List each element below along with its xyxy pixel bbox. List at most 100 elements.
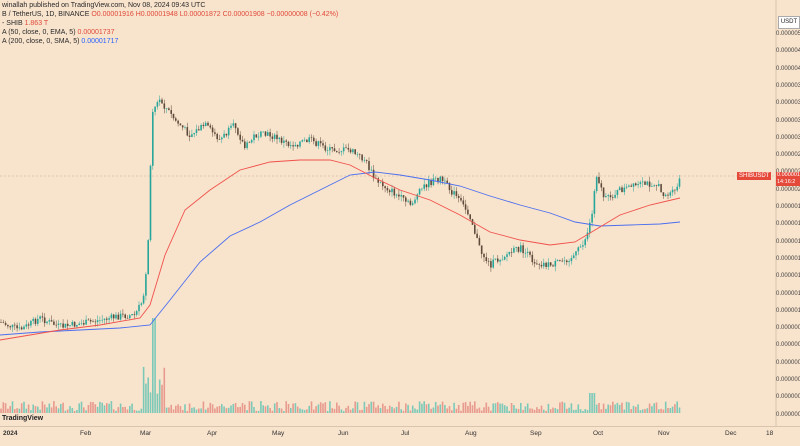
sma-indicator-line[interactable]: A (200, close, 0, SMA, 5) 0.00001717	[2, 37, 118, 46]
volume-bar	[398, 401, 400, 413]
candle-body	[317, 141, 320, 146]
candle-body	[352, 149, 354, 153]
candle-body	[549, 262, 552, 266]
volume-bar	[110, 401, 113, 413]
volume-bar	[455, 408, 458, 413]
candle-body	[232, 123, 235, 126]
candle-body	[188, 135, 191, 137]
candle-body	[490, 261, 492, 268]
volume-bar	[607, 404, 609, 413]
candle-body	[112, 314, 115, 319]
volume-bar	[246, 410, 248, 413]
candle-body	[428, 180, 430, 188]
candle-body	[250, 140, 253, 143]
candle-body	[94, 321, 97, 323]
volume-bar	[554, 408, 557, 413]
candle-body	[444, 180, 446, 182]
volume-bar	[451, 410, 453, 413]
volume-bar	[290, 408, 292, 413]
candle-body	[158, 99, 161, 103]
volume-bar	[411, 405, 414, 413]
candle-body	[73, 321, 76, 327]
candle-body	[411, 203, 414, 205]
candle-body	[294, 144, 297, 147]
candle-body	[115, 314, 117, 319]
candle-body	[605, 196, 607, 198]
volume-indicator-line[interactable]: - SHIB 1.863 T	[2, 19, 48, 28]
tradingview-logo[interactable]: TradingView	[2, 415, 43, 422]
symbol-info[interactable]: B / TetherUS, 1D, BINANCE	[2, 11, 90, 18]
candle-body	[101, 319, 103, 321]
candle-body	[382, 182, 384, 187]
volume-bar	[531, 408, 534, 413]
candle-body	[221, 137, 223, 140]
candle-body	[117, 314, 120, 320]
candle-body	[370, 169, 373, 171]
volume-bar	[637, 404, 639, 413]
volume-bar	[492, 403, 494, 413]
sma-label: A (200, close, 0, SMA, 5)	[2, 38, 80, 45]
volume-bar	[103, 405, 106, 413]
volume-bar	[99, 401, 101, 413]
candle-body	[50, 320, 53, 322]
volume-bar	[76, 409, 78, 413]
volume-bar	[432, 407, 435, 413]
volume-bar	[407, 404, 409, 413]
candle-body	[600, 183, 603, 188]
volume-bar	[115, 410, 117, 413]
volume-bar	[579, 409, 582, 413]
volume-bar	[48, 403, 51, 413]
volume-bar	[480, 410, 483, 413]
candle-body	[478, 237, 481, 246]
volume-bar	[230, 405, 232, 413]
volume-bar	[257, 410, 260, 413]
volume-bar	[671, 406, 674, 413]
candle-body	[57, 323, 60, 325]
volume-bar	[131, 403, 133, 413]
candle-body	[437, 177, 439, 183]
volume-bar	[20, 403, 23, 413]
volume-bar	[287, 403, 290, 413]
volume-bar	[227, 407, 230, 413]
volume-bar	[152, 318, 154, 413]
candle-body	[34, 318, 37, 324]
volume-bar	[635, 406, 637, 413]
candle-body	[168, 108, 170, 111]
candle-body	[329, 147, 331, 151]
candle-body	[283, 140, 285, 143]
volume-bar	[476, 408, 478, 413]
symbol-price-tag: SHIBUSDT	[737, 172, 772, 180]
volume-bar	[460, 410, 462, 413]
volume-bar	[543, 409, 545, 413]
volume-bar	[149, 392, 152, 413]
candle-body	[499, 259, 501, 262]
volume-bar	[595, 404, 598, 413]
candle-body	[662, 192, 665, 196]
bar-countdown: 14:16:2	[777, 179, 796, 185]
candle-body	[30, 320, 32, 326]
volume-bar	[361, 409, 363, 413]
ema-indicator-line[interactable]: A (50, close, 0, EMA, 5) 0.00001737	[2, 28, 114, 37]
volume-bar	[483, 407, 485, 413]
currency-selector[interactable]: USDT	[778, 16, 800, 29]
time-axis[interactable]	[0, 426, 800, 446]
candle-body	[308, 137, 310, 143]
sma-200-line	[0, 171, 681, 336]
volume-bar	[145, 383, 147, 413]
candle-body	[448, 182, 451, 191]
volume-bar	[170, 404, 172, 413]
time-tick-label: Mar	[140, 430, 152, 437]
price-tick-label: 0.000004	[776, 65, 800, 72]
candle-body	[186, 127, 189, 136]
candle-body	[379, 182, 382, 183]
volume-bar	[628, 402, 630, 413]
volume-bar	[232, 403, 235, 413]
candle-body	[204, 122, 207, 127]
candle-body	[92, 321, 94, 323]
volume-bar	[618, 404, 621, 413]
candle-body	[395, 194, 398, 196]
candle-body	[211, 127, 214, 133]
candle-body	[76, 325, 78, 327]
candle-body	[324, 145, 327, 151]
